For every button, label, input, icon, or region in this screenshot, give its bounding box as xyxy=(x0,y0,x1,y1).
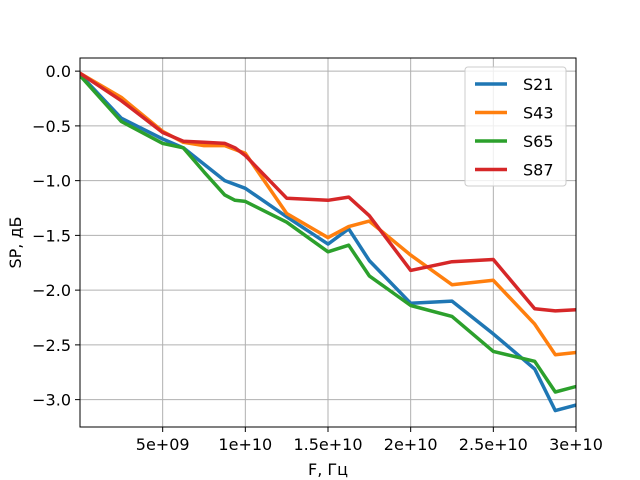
y-tick-label: −2.0 xyxy=(32,281,71,300)
y-tick-label: −0.5 xyxy=(32,117,71,136)
y-tick-label: −3.0 xyxy=(32,391,71,410)
x-tick-label: 5e+09 xyxy=(136,435,190,454)
y-tick-label: −1.0 xyxy=(32,172,71,191)
series-lines xyxy=(80,71,576,413)
x-tick-label: 3e+10 xyxy=(549,435,603,454)
x-tick-label: 2e+10 xyxy=(384,435,438,454)
legend-label-s21: S21 xyxy=(523,75,554,94)
y-axis-label: SP, дБ xyxy=(6,216,25,268)
y-tick-label: −2.5 xyxy=(32,336,71,355)
y-tick-label: 0.0 xyxy=(46,62,71,81)
x-tick-label: 1e+10 xyxy=(218,435,272,454)
series-line-s87 xyxy=(80,71,576,313)
y-tick-label: −1.5 xyxy=(32,226,71,245)
legend-label-s65: S65 xyxy=(523,132,554,151)
legend-box xyxy=(464,66,567,187)
x-tick-label: 1.5e+10 xyxy=(293,435,362,454)
x-tick-label: 2.5e+10 xyxy=(459,435,528,454)
legend: S21 S43 S65 S87 xyxy=(464,66,567,187)
legend-label-s43: S43 xyxy=(523,104,554,123)
legend-label-s87: S87 xyxy=(523,161,554,180)
series-line-s65 xyxy=(80,73,576,394)
series-line-s21 xyxy=(80,71,576,413)
x-axis-label: F, Гц xyxy=(308,460,348,479)
axis-ticks: 5e+09 1e+10 1.5e+10 2e+10 2.5e+10 3e+10 0.0 −0.… xyxy=(32,62,603,454)
